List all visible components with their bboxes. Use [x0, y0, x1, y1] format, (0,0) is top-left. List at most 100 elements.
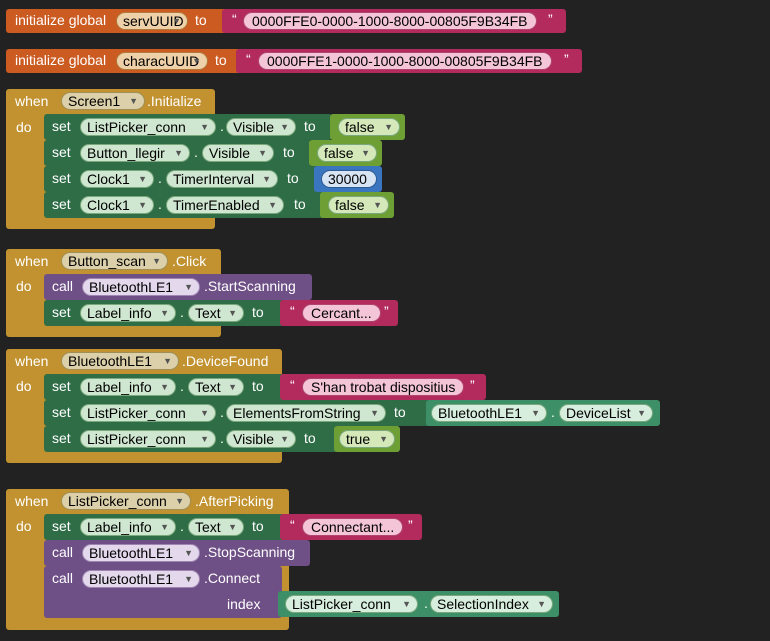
logic-block[interactable]: false ▼ [330, 114, 405, 140]
property-dropdown[interactable]: Visible ▼ [226, 430, 296, 448]
to-label: to [252, 304, 264, 320]
logic-block[interactable]: false ▼ [320, 192, 394, 218]
set-block[interactable]: set Button_llegir ▼ . Visible ▼ to [44, 140, 312, 166]
dropdown-arrow-icon: ▼ [175, 496, 184, 506]
component-dropdown[interactable]: Label_info ▼ [80, 304, 176, 322]
component-dropdown[interactable]: ListPicker_conn ▼ [80, 404, 216, 422]
dropdown-arrow-icon: ▼ [200, 122, 209, 132]
component-dropdown[interactable]: Screen1 ▼ [61, 92, 145, 110]
text-block[interactable]: “ Connectant... ” [280, 514, 422, 540]
property-dropdown[interactable]: Text ▼ [188, 378, 244, 396]
property-dropdown[interactable]: SelectionIndex ▼ [430, 595, 553, 613]
string-value-field[interactable]: 0000FFE1-0000-1000-8000-00805F9B34FB [258, 52, 552, 70]
component-dropdown[interactable]: ListPicker_conn ▼ [80, 118, 216, 136]
dot-label: . [180, 304, 184, 320]
dropdown-arrow-icon: ▼ [361, 148, 370, 158]
set-block[interactable]: set Label_info ▼ . Text ▼ to [44, 374, 284, 400]
dropdown-arrow-icon: ▼ [402, 599, 411, 609]
do-label: do [16, 518, 32, 534]
component-dropdown[interactable]: BluetoothLE1 ▼ [82, 570, 200, 588]
boolean-dropdown[interactable]: false ▼ [328, 196, 389, 214]
property-dropdown[interactable]: Text ▼ [188, 518, 244, 536]
open-quote: “ [232, 11, 237, 27]
when-label: when [15, 93, 49, 109]
dropdown-arrow-icon: ▼ [172, 16, 181, 26]
component-dropdown[interactable]: Label_info ▼ [80, 378, 176, 396]
component-dropdown[interactable]: ListPicker_conn ▼ [80, 430, 216, 448]
property-dropdown[interactable]: ElementsFromString ▼ [226, 404, 386, 422]
global-characuuid-block[interactable]: initialize global characUUID ▼ to [6, 49, 248, 73]
set-block[interactable]: set Clock1 ▼ . TimerEnabled ▼ to [44, 192, 332, 218]
dot-label: . [180, 378, 184, 394]
string-value-field[interactable]: S'han trobat dispositius [302, 378, 465, 396]
property-dropdown[interactable]: TimerInterval ▼ [166, 170, 278, 188]
call-block[interactable]: call BluetoothLE1 ▼ .StopScanning [44, 540, 310, 566]
component-dropdown[interactable]: ListPicker_conn ▼ [285, 595, 418, 613]
text-block[interactable]: “ Cercant... ” [280, 300, 398, 326]
number-block[interactable]: 30000 [314, 166, 382, 192]
call-block[interactable]: call BluetoothLE1 ▼ .StartScanning [44, 274, 312, 300]
set-block[interactable]: set ListPicker_conn ▼ . Visible ▼ to [44, 426, 338, 452]
dropdown-arrow-icon: ▼ [200, 408, 209, 418]
open-quote: “ [246, 51, 251, 67]
set-block[interactable]: set ListPicker_conn ▼ . Visible ▼ to [44, 114, 332, 140]
component-dropdown[interactable]: BluetoothLE1 ▼ [431, 404, 547, 422]
dropdown-arrow-icon: ▼ [163, 356, 172, 366]
boolean-dropdown[interactable]: false ▼ [317, 144, 377, 162]
string-value-field[interactable]: Cercant... [302, 304, 381, 322]
component-dropdown[interactable]: BluetoothLE1 ▼ [82, 278, 200, 296]
property-dropdown[interactable]: Visible ▼ [226, 118, 296, 136]
boolean-dropdown[interactable]: true ▼ [339, 430, 395, 448]
component-dropdown[interactable]: Clock1 ▼ [80, 196, 154, 214]
dropdown-arrow-icon: ▼ [258, 148, 267, 158]
logic-block[interactable]: true ▼ [334, 426, 400, 452]
component-dropdown[interactable]: Clock1 ▼ [80, 170, 154, 188]
set-label: set [52, 118, 71, 134]
getter-block[interactable]: BluetoothLE1 ▼ . DeviceList ▼ [426, 400, 660, 426]
global-servuuid-block[interactable]: initialize global servUUID ▼ to [6, 9, 228, 33]
component-dropdown[interactable]: BluetoothLE1 ▼ [61, 352, 179, 370]
getter-block[interactable]: ListPicker_conn ▼ . SelectionIndex ▼ [278, 591, 559, 617]
global-keyword: initialize global [15, 12, 107, 28]
set-label: set [52, 304, 71, 320]
component-dropdown[interactable]: Button_scan ▼ [61, 252, 168, 270]
property-dropdown[interactable]: DeviceList ▼ [559, 404, 653, 422]
string-value-field[interactable]: Connectant... [302, 518, 404, 536]
open-quote: “ [290, 303, 295, 319]
logic-block[interactable]: false ▼ [309, 140, 382, 166]
set-block[interactable]: set ListPicker_conn ▼ . ElementsFromStrin… [44, 400, 432, 426]
component-dropdown[interactable]: ListPicker_conn ▼ [61, 492, 191, 510]
component-dropdown[interactable]: BluetoothLE1 ▼ [82, 544, 200, 562]
component-dropdown[interactable]: Button_llegir ▼ [80, 144, 190, 162]
close-quote: ” [564, 51, 569, 67]
method-name: .Connect [204, 570, 261, 586]
dropdown-arrow-icon: ▼ [160, 308, 169, 318]
call-connect-block[interactable]: call BluetoothLE1 ▼ .Connect index [44, 566, 282, 618]
set-block[interactable]: set Label_info ▼ . Text ▼ to [44, 514, 284, 540]
when-label: when [15, 493, 49, 509]
set-label: set [52, 378, 71, 394]
set-label: set [52, 170, 71, 186]
text-block[interactable]: “ 0000FFE1-0000-1000-8000-00805F9B34FB ” [236, 49, 582, 73]
string-value-field[interactable]: 0000FFE0-0000-1000-8000-00805F9B34FB [243, 12, 537, 30]
when-label: when [15, 353, 49, 369]
set-block[interactable]: set Label_info ▼ . Text ▼ to [44, 300, 284, 326]
property-dropdown[interactable]: Text ▼ [188, 304, 244, 322]
dropdown-arrow-icon: ▼ [537, 599, 546, 609]
text-block[interactable]: “ 0000FFE0-0000-1000-8000-00805F9B34FB ” [222, 9, 566, 33]
dropdown-arrow-icon: ▼ [228, 382, 237, 392]
property-dropdown[interactable]: TimerEnabled ▼ [166, 196, 284, 214]
do-label: do [16, 119, 32, 135]
property-dropdown[interactable]: Visible ▼ [202, 144, 274, 162]
boolean-dropdown[interactable]: false ▼ [338, 118, 400, 136]
dot-label: . [180, 518, 184, 534]
global-name-field[interactable]: characUUID ▼ [116, 52, 208, 70]
dot-label: . [220, 404, 224, 420]
component-dropdown[interactable]: Label_info ▼ [80, 518, 176, 536]
dot-label: . [158, 196, 162, 212]
set-block[interactable]: set Clock1 ▼ . TimerInterval ▼ to [44, 166, 318, 192]
number-field[interactable]: 30000 [321, 170, 377, 188]
text-block[interactable]: “ S'han trobat dispositius ” [280, 374, 486, 400]
global-name-field[interactable]: servUUID ▼ [116, 12, 188, 30]
dropdown-arrow-icon: ▼ [200, 434, 209, 444]
